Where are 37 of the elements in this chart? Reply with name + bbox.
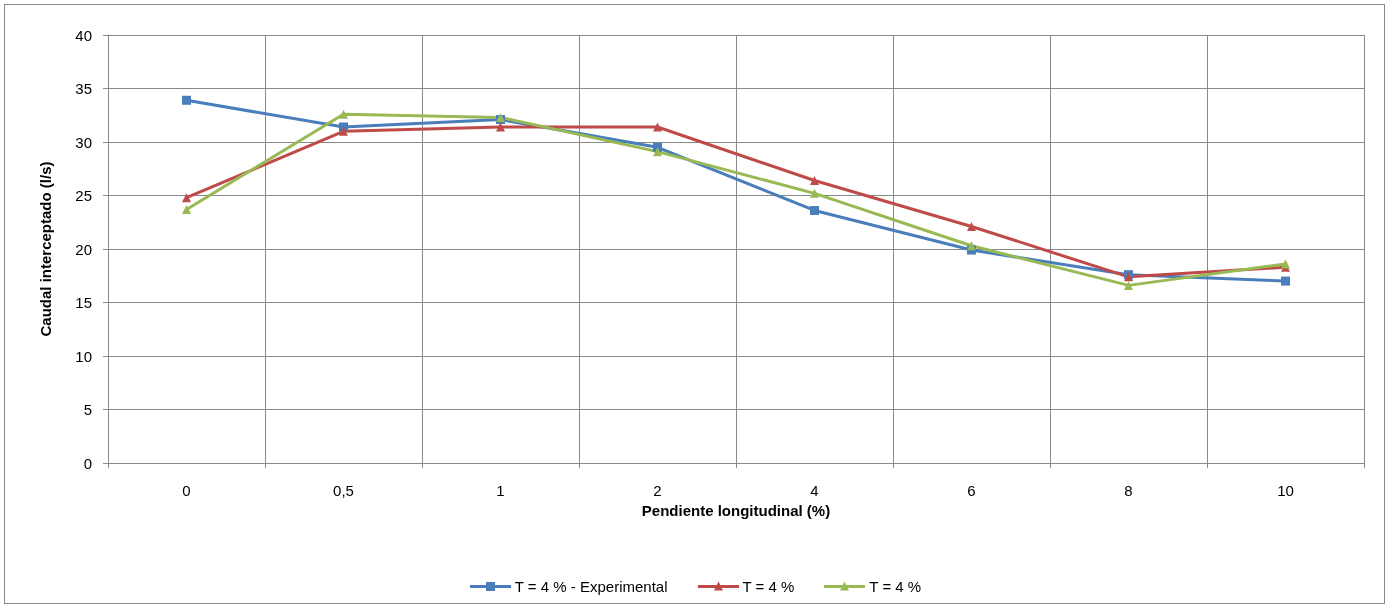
point	[653, 122, 662, 132]
point	[182, 204, 191, 214]
point	[496, 122, 505, 132]
point	[810, 205, 819, 215]
legend-label: T = 4 %	[742, 578, 795, 595]
y-tick-label: 40	[75, 26, 92, 44]
point	[1124, 280, 1133, 290]
x-tick-label: 6	[967, 482, 976, 499]
x-tick-label: 0	[182, 482, 191, 499]
y-tick-label: 25	[75, 187, 92, 204]
x-tick-label: 1	[496, 482, 505, 499]
point	[182, 95, 191, 105]
x-tick-label: 2	[653, 482, 662, 499]
y-tick-label: 20	[75, 240, 92, 258]
legend-label: T = 4 % - Experimental	[514, 578, 668, 595]
x-tick-label: 8	[1124, 482, 1133, 499]
point	[1281, 276, 1290, 286]
legend-label: T = 4 %	[869, 578, 922, 595]
point	[339, 109, 348, 119]
x-tick-label: 0,5	[333, 482, 354, 499]
point	[967, 222, 976, 232]
x-tick-label: 4	[810, 482, 819, 499]
point	[182, 193, 191, 203]
x-tick-label: 10	[1277, 482, 1294, 499]
x-axis-title: Pendiente longitudinal (%)	[641, 502, 831, 519]
y-tick-label: 15	[75, 294, 92, 311]
y-tick-label: 0	[83, 454, 92, 472]
point	[339, 126, 348, 136]
y-tick-label: 10	[75, 347, 92, 365]
y-axis-title: Caudal interceptado (l/s)	[37, 161, 54, 337]
y-tick-label: 30	[75, 133, 92, 151]
y-tick-label: 5	[83, 401, 92, 418]
point	[967, 241, 976, 251]
point	[653, 147, 662, 157]
point	[810, 188, 819, 198]
y-tick-label: 35	[75, 80, 92, 97]
point	[810, 176, 819, 186]
